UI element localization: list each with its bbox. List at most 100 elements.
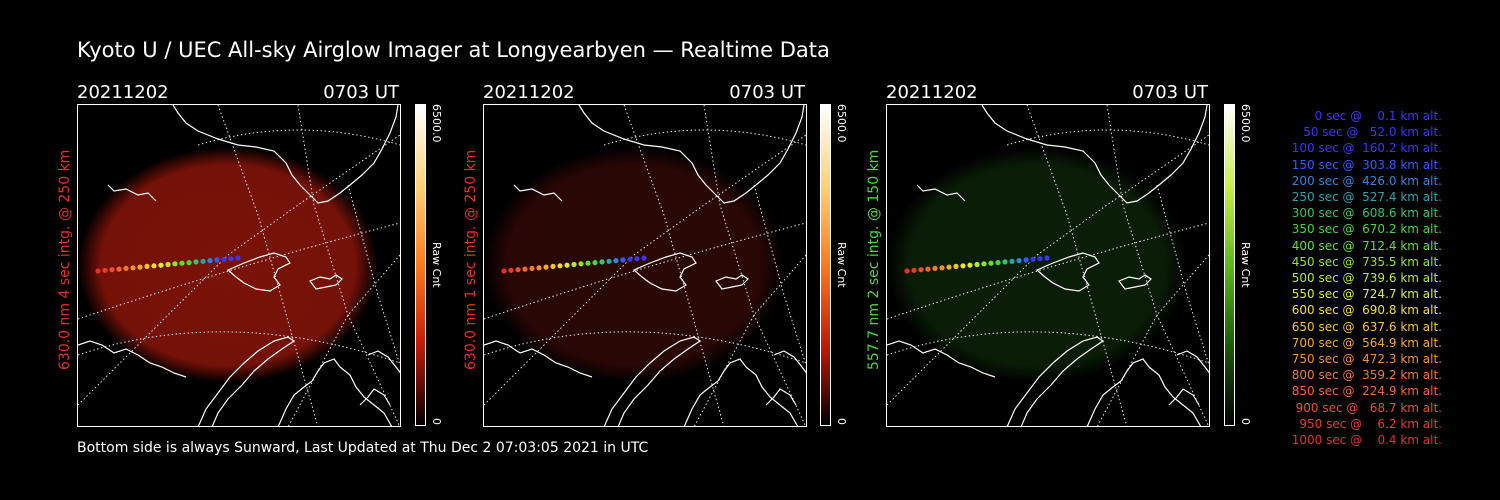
trajectory-point: [585, 260, 591, 266]
allsky-map: [77, 104, 401, 427]
trajectory-point: [508, 267, 514, 273]
trajectory-point: [634, 256, 640, 262]
coastline: [513, 184, 563, 202]
legend-item: 100 sec @ 160.2 km alt.: [1287, 141, 1442, 156]
coastline: [197, 336, 296, 426]
coastline: [981, 105, 1208, 204]
coastline: [1086, 358, 1202, 426]
trajectory-point: [946, 264, 952, 270]
trajectory-point: [620, 257, 626, 263]
colorbar-unit: Raw Cnt: [835, 242, 848, 288]
coastline: [887, 340, 996, 378]
trajectory-point: [606, 258, 612, 264]
grid-line: [623, 105, 725, 426]
coastline: [765, 388, 797, 406]
panel-wavelength-label: 630.0 nm 4 sec intg. @ 250 km: [57, 149, 73, 370]
trajectory-point: [571, 261, 577, 268]
trajectory-point: [172, 261, 178, 267]
trajectory-point: [1009, 258, 1015, 264]
airglow-image: [484, 147, 784, 383]
coastline: [632, 252, 697, 292]
grid-line: [484, 222, 806, 320]
trajectory-point: [578, 261, 584, 267]
legend-item: 0 sec @ 0.1 km alt.: [1303, 109, 1442, 123]
grid-line: [78, 222, 400, 320]
trajectory-point: [214, 257, 220, 263]
trajectory-point: [939, 265, 945, 271]
trajectory-point: [130, 265, 136, 271]
legend-item: 800 sec @ 359.2 km alt.: [1287, 368, 1442, 383]
grid-line: [78, 134, 400, 406]
grid-line: [1006, 129, 1209, 146]
panel-date: 20211202: [483, 82, 575, 103]
trajectory-point: [1016, 258, 1022, 264]
panel-time: 0703 UT: [323, 82, 399, 103]
grid-line: [1096, 254, 1209, 426]
legend-item: 450 sec @ 735.5 km alt.: [1287, 254, 1442, 269]
grid-line: [887, 222, 1209, 320]
panel-date: 20211202: [77, 82, 169, 103]
grid-line: [287, 254, 400, 426]
trajectory-point: [123, 265, 129, 271]
coastline: [1035, 252, 1100, 292]
legend-item: 200 sec @ 426.0 km alt.: [1287, 173, 1442, 188]
trajectory-point: [904, 268, 910, 274]
airglow-image: [887, 147, 1187, 383]
legend-item: 400 sec @ 712.4 km alt.: [1287, 238, 1442, 253]
coastline: [1168, 388, 1200, 406]
legend-item: 150 sec @ 303.8 km alt.: [1287, 157, 1442, 172]
trajectory-point: [501, 268, 507, 274]
trajectory-point: [109, 267, 115, 273]
legend-item: 700 sec @ 564.9 km alt.: [1287, 335, 1442, 350]
trajectory-point: [158, 262, 164, 268]
coastline: [359, 388, 391, 406]
colorbar-unit: Raw Cnt: [430, 242, 443, 288]
coastline: [172, 105, 399, 204]
legend-item: 950 sec @ 6.2 km alt.: [1295, 416, 1442, 431]
coastline: [309, 274, 343, 290]
colorbar-min: 0: [430, 418, 443, 425]
trajectory-legend: 0 sec @ 0.1 km alt. 50 sec @ 52.0 km alt…: [1262, 108, 1442, 448]
trajectory-point: [543, 264, 549, 270]
trajectory-point: [522, 266, 528, 272]
coastline: [1006, 336, 1105, 426]
trajectory-point: [557, 263, 563, 269]
trajectory-point: [200, 258, 206, 264]
trajectory-point: [981, 261, 987, 267]
grid-line: [484, 134, 806, 406]
legend-item: 650 sec @ 637.6 km alt.: [1287, 319, 1442, 334]
trajectory-point: [179, 260, 185, 266]
trajectory-point: [102, 267, 108, 273]
grid-line: [603, 129, 806, 146]
colorbar-max: 6500.0: [1239, 104, 1252, 143]
trajectory-point: [995, 260, 1001, 266]
colorbar-min: 0: [835, 418, 848, 425]
coastline: [484, 340, 593, 378]
coastline: [578, 105, 805, 204]
legend-item: 850 sec @ 224.9 km alt.: [1287, 384, 1442, 399]
airglow-image: [78, 147, 378, 383]
legend-item: 500 sec @ 739.6 km alt.: [1287, 271, 1442, 286]
legend-item: 350 sec @ 670.2 km alt.: [1287, 222, 1442, 237]
colorbar: [415, 104, 426, 426]
colorbar-unit: Raw Cnt: [1239, 242, 1252, 288]
coastline: [107, 184, 157, 202]
trajectory-point: [641, 255, 647, 261]
coastline: [277, 358, 393, 426]
legend-item: 550 sec @ 724.7 km alt.: [1287, 287, 1442, 302]
grid-line: [887, 134, 1209, 406]
coastline: [78, 340, 187, 378]
panel-time: 0703 UT: [1132, 82, 1208, 103]
grid-line: [693, 254, 806, 426]
trajectory-point: [137, 264, 143, 270]
trajectory-point: [536, 265, 542, 271]
trajectory-point: [186, 260, 192, 266]
legend-item: 250 sec @ 527.4 km alt.: [1287, 190, 1442, 205]
trajectory-point: [228, 256, 234, 262]
trajectory-point: [613, 258, 619, 264]
trajectory-point: [1023, 257, 1029, 263]
trajectory-point: [932, 265, 938, 271]
colorbar-max: 6500.0: [835, 104, 848, 143]
trajectory-point: [515, 267, 521, 273]
trajectory-point: [151, 263, 157, 269]
